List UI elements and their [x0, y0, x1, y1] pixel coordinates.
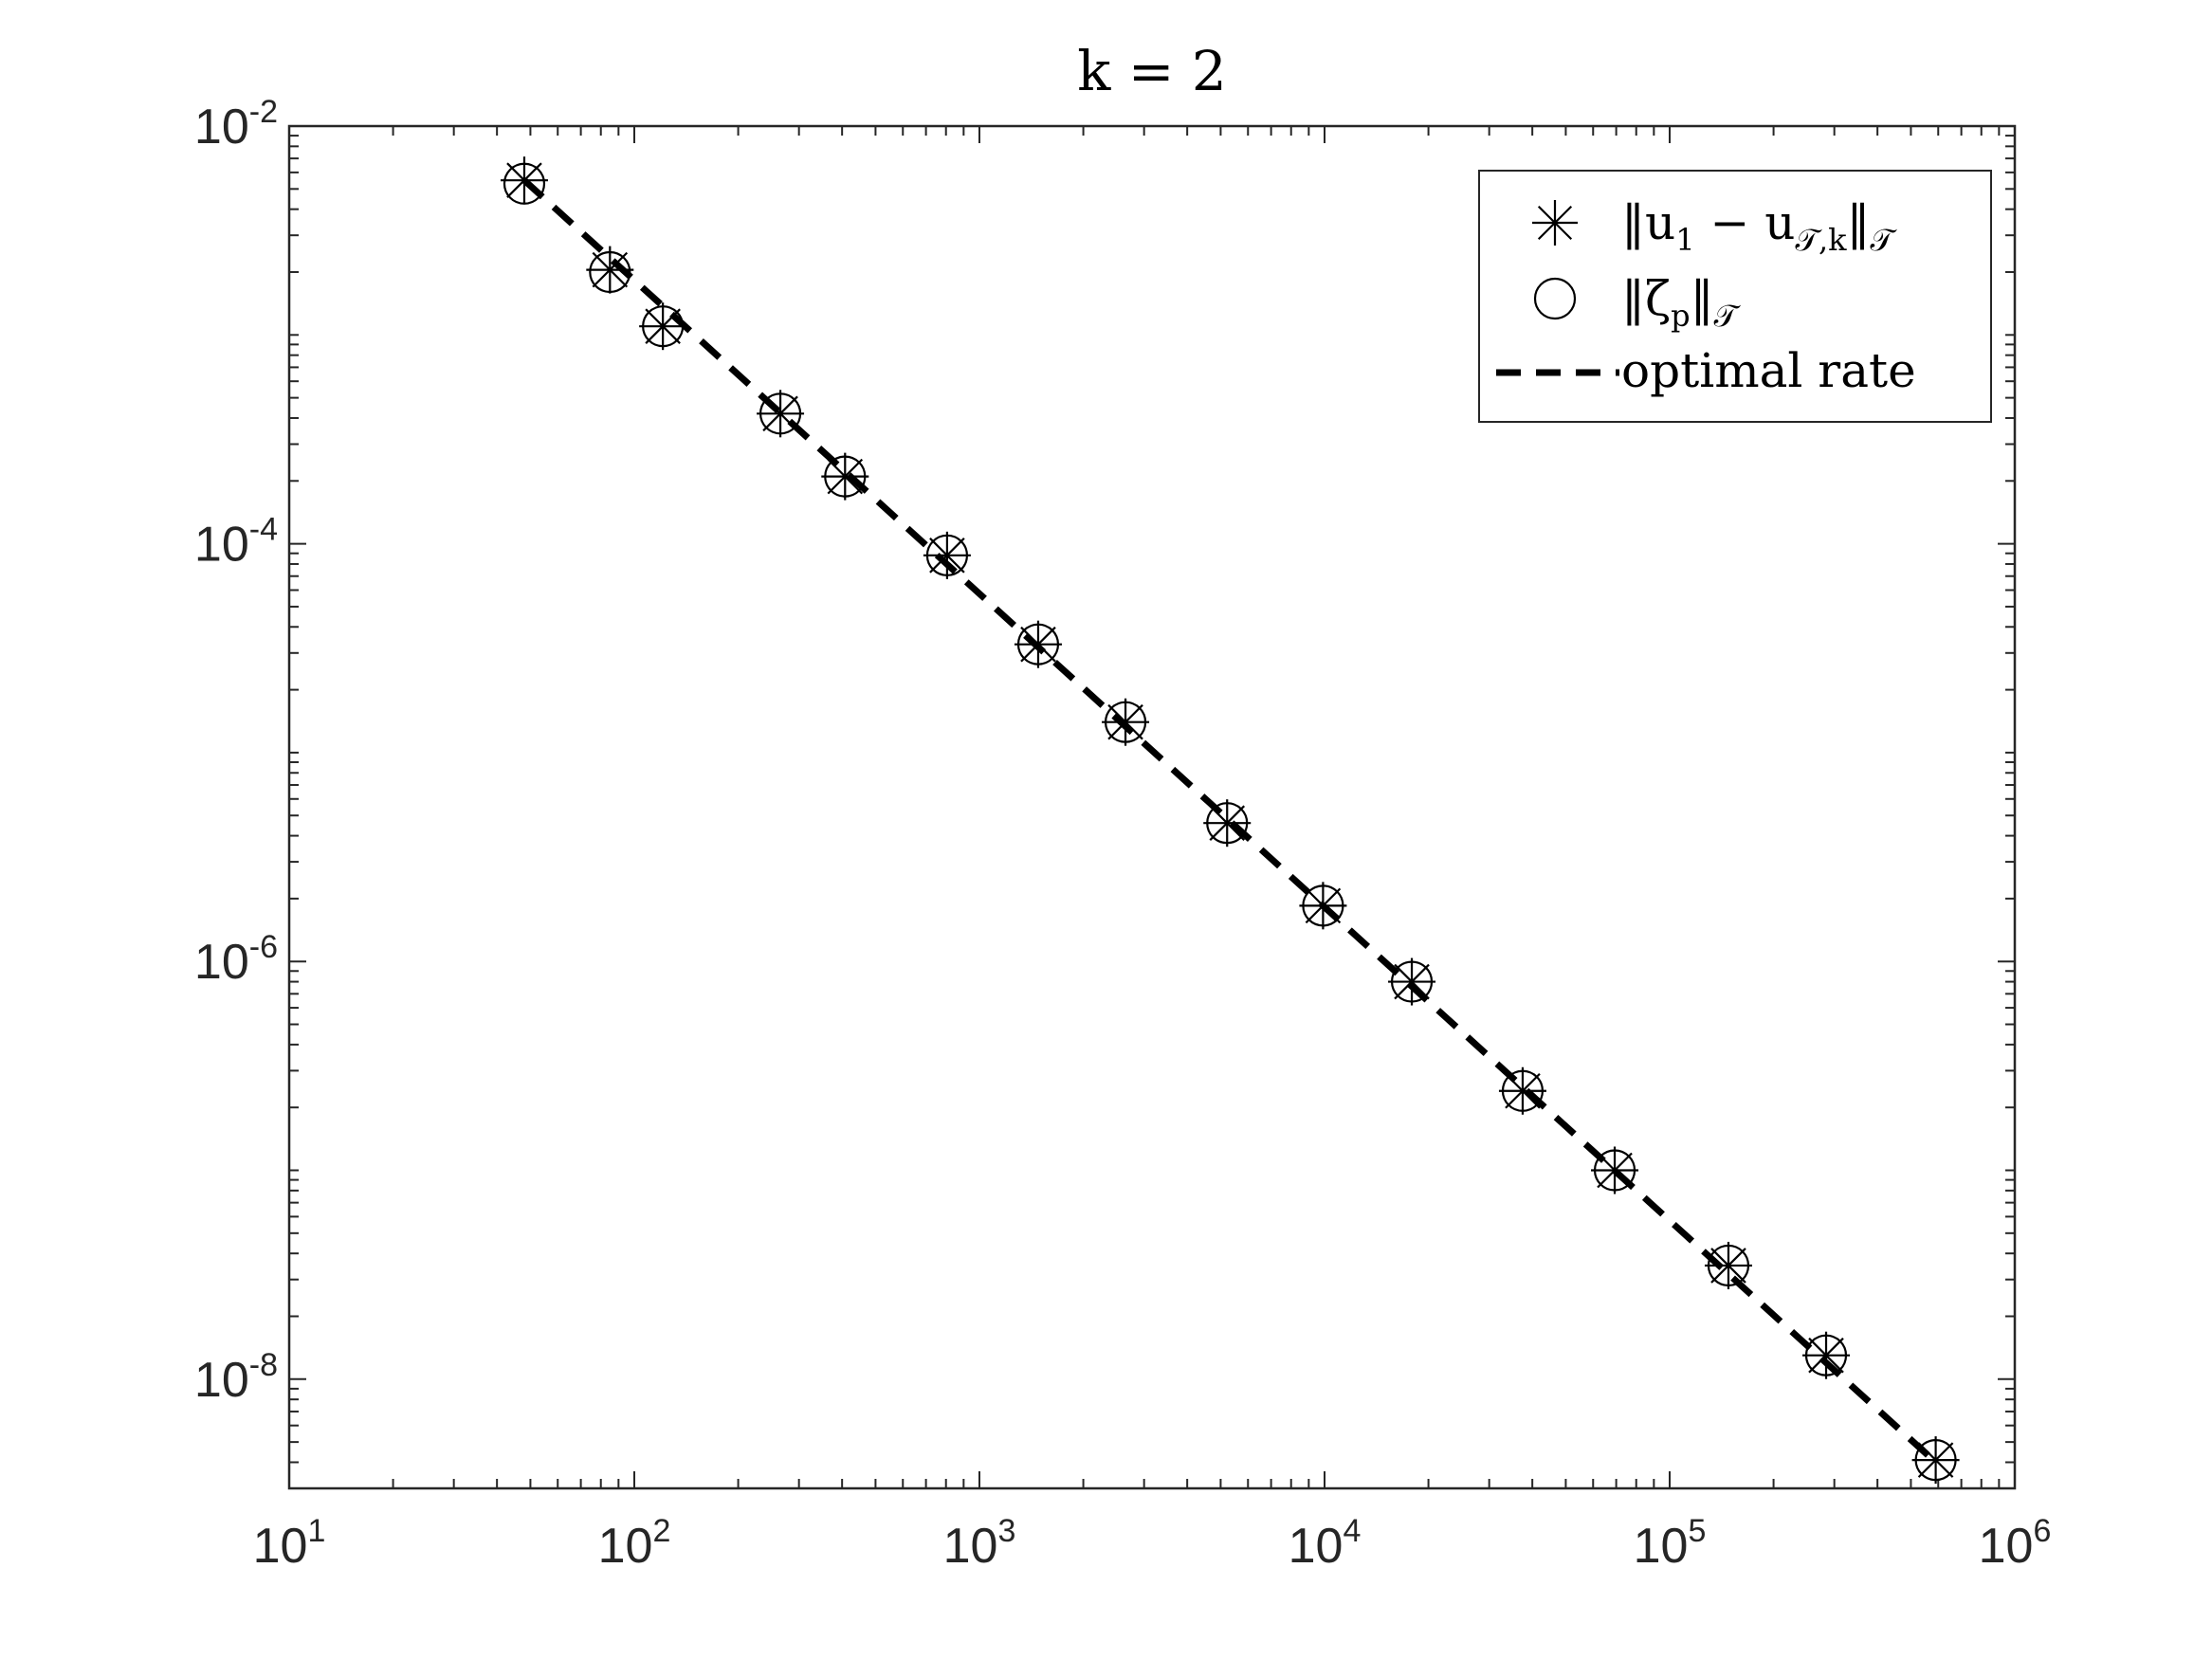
- error-asterisk-point: [1299, 882, 1347, 930]
- estimator-circle-point: [589, 250, 631, 294]
- estimator-circle-point: [824, 455, 867, 498]
- error-asterisk-point: [1014, 620, 1062, 668]
- legend-asterisk-icon: [1532, 200, 1578, 246]
- error-asterisk-point: [1498, 1066, 1546, 1115]
- estimator-circle-point: [1914, 1439, 1957, 1482]
- error-asterisk-point: [1591, 1146, 1639, 1194]
- estimator-circle-point: [503, 162, 546, 205]
- estimator-circle-point: [1390, 960, 1434, 1003]
- estimator-circle-point: [759, 392, 802, 435]
- chart-title: k = 2: [1077, 39, 1227, 103]
- estimator-circle-point: [1707, 1244, 1750, 1287]
- series-layer: [500, 156, 1960, 1485]
- error-asterisk-point: [821, 452, 869, 501]
- error-asterisk-point: [586, 246, 634, 294]
- y-tick-label: 10-8: [194, 1347, 278, 1408]
- error-asterisk-point: [1102, 698, 1150, 746]
- estimator-circle-point: [1804, 1334, 1848, 1376]
- estimator-circle-point: [1302, 884, 1344, 927]
- legend-label-error: ‖u1 − u𝒯,k‖𝒯: [1621, 195, 1898, 258]
- y-tick-label: 10-6: [194, 929, 278, 990]
- estimator-circle-point: [1104, 701, 1147, 743]
- estimator-circle-point: [1206, 802, 1249, 845]
- estimator-circle-point: [925, 534, 969, 576]
- x-tick-label: 101: [253, 1513, 326, 1574]
- estimator-circle-point: [1016, 623, 1060, 665]
- axis-ticks: [288, 125, 2016, 1489]
- estimator-circle-point: [1593, 1149, 1636, 1192]
- legend-label-optimal-rate: optimal rate: [1621, 343, 1916, 398]
- x-tick-label: 105: [1634, 1513, 1707, 1574]
- error-asterisk-point: [1911, 1436, 1960, 1485]
- y-tick-label: 10-2: [194, 94, 278, 155]
- y-tick-label: 10-4: [194, 512, 278, 573]
- error-asterisk-point: [923, 531, 971, 579]
- x-tick-label: 103: [943, 1513, 1016, 1574]
- estimator-circle-point: [1501, 1069, 1545, 1112]
- x-tick-label: 102: [598, 1513, 671, 1574]
- estimator-circle-point: [642, 305, 685, 348]
- legend-circle-icon: [1533, 277, 1577, 320]
- error-asterisk-point: [757, 390, 805, 438]
- error-asterisk-point: [1704, 1241, 1752, 1289]
- y-axis-tick-labels: 10-2 10-4 10-6 10-8: [194, 94, 278, 1408]
- error-asterisk-point: [1203, 799, 1252, 848]
- error-asterisk-point: [639, 302, 687, 351]
- error-asterisk-point: [1802, 1331, 1851, 1379]
- x-axis-tick-labels: 101 102 103 104 105 106: [253, 1513, 2052, 1574]
- x-tick-label: 106: [1979, 1513, 2052, 1574]
- error-asterisk-point: [1388, 957, 1436, 1006]
- x-tick-label: 104: [1289, 1513, 1362, 1574]
